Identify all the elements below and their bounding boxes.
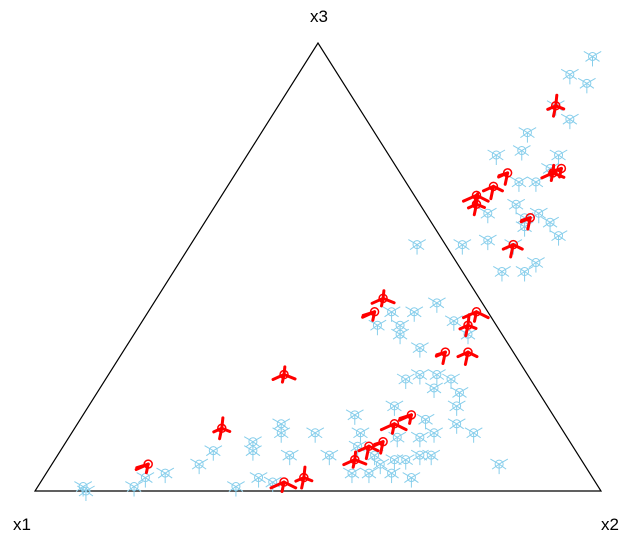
blue-star-glyph (583, 51, 602, 67)
blue-star-glyph (306, 427, 325, 443)
red-star-glyph (379, 419, 408, 435)
blue-star-glyph (410, 369, 429, 385)
blue-star-glyph (385, 400, 404, 416)
blue-star-glyph (416, 413, 435, 430)
blue-star-glyph (512, 145, 531, 161)
blue-star-glyph (447, 400, 466, 416)
blue-star-glyph (526, 257, 545, 273)
red-star-glyph (271, 365, 297, 384)
blue-star-glyph (243, 445, 262, 461)
blue-star-glyph (493, 266, 511, 282)
glyph-layer (74, 51, 602, 501)
blue-star-glyph (515, 266, 534, 282)
blue-star-glyph (541, 216, 560, 233)
red-star-glyph (481, 181, 504, 201)
blue-star-glyph (272, 418, 291, 434)
vertex-label-x3: x3 (310, 7, 328, 26)
blue-star-glyph (487, 149, 506, 165)
blue-star-glyph (368, 319, 387, 336)
red-star-glyph (372, 436, 388, 455)
blue-star-glyph (425, 427, 443, 443)
blue-star-glyph (405, 306, 424, 322)
red-star-glyph (466, 192, 486, 217)
red-star-glyph (456, 347, 479, 366)
blue-star-glyph (136, 472, 155, 488)
blue-star-glyph (444, 315, 463, 331)
red-star-glyph (547, 163, 567, 179)
red-star-glyph (397, 410, 417, 425)
blue-star-glyph (549, 230, 568, 246)
blue-star-glyph (478, 234, 497, 251)
red-star-glyph (458, 313, 478, 338)
red-star-glyph (134, 459, 153, 475)
blue-star-glyph (490, 458, 509, 475)
blue-star-glyph (249, 472, 268, 488)
blue-star-glyph (408, 239, 426, 255)
blue-star-glyph (351, 427, 370, 443)
red-star-glyph (357, 441, 380, 461)
blue-star-glyph (156, 467, 175, 484)
red-star-glyph (294, 465, 314, 490)
vertex-label-x2: x2 (601, 515, 619, 534)
blue-star-glyph (243, 436, 262, 452)
blue-star-glyph (74, 481, 93, 497)
triangle-frame (33, 41, 603, 492)
blue-star-glyph (382, 467, 401, 484)
red-star-glyph (361, 307, 380, 322)
blue-star-glyph (427, 369, 446, 385)
red-star-glyph (434, 347, 451, 366)
blue-star-glyph (425, 382, 443, 398)
blue-star-glyph (410, 342, 429, 358)
vertex-label-x1: x1 (13, 515, 31, 534)
red-star-glyph (212, 416, 232, 441)
blue-star-glyph (402, 472, 421, 488)
blue-star-glyph (478, 207, 497, 224)
blue-star-glyph (391, 328, 410, 345)
blue-star-glyph (509, 176, 528, 192)
blue-star-glyph (442, 373, 460, 389)
blue-star-glyph (280, 449, 299, 466)
blue-star-glyph (272, 427, 291, 443)
blue-star-glyph (396, 373, 415, 389)
blue-star-glyph (560, 68, 579, 85)
blue-star-glyph (391, 319, 410, 336)
red-star-glyph (546, 93, 566, 118)
blue-star-glyph (371, 458, 390, 475)
red-star-glyph (519, 212, 535, 231)
blue-star-glyph (464, 427, 483, 443)
blue-star-glyph (190, 458, 209, 475)
blue-star-glyph (507, 198, 526, 215)
blue-star-glyph (450, 387, 469, 403)
blue-star-glyph (204, 445, 223, 461)
red-star-glyph (269, 477, 298, 494)
blue-star-glyph (320, 449, 339, 466)
blue-star-glyph (359, 467, 378, 484)
blue-star-glyph (382, 306, 401, 322)
red-star-glyph (501, 239, 524, 259)
blue-star-glyph (427, 297, 446, 313)
blue-star-glyph (345, 409, 364, 425)
blue-star-glyph (388, 431, 407, 448)
blue-star-glyph (515, 221, 534, 237)
red-star-glyph (342, 450, 368, 469)
blue-star-glyph (343, 467, 361, 484)
blue-star-glyph (453, 239, 472, 255)
blue-star-glyph (529, 207, 548, 224)
blue-star-glyph (410, 431, 429, 448)
blue-star-glyph (125, 481, 143, 497)
blue-star-glyph (422, 449, 441, 466)
blue-star-glyph (549, 149, 568, 165)
blue-star-glyph (226, 481, 245, 497)
blue-star-glyph (577, 77, 596, 94)
red-star-glyph (497, 168, 513, 186)
blue-star-glyph (348, 440, 367, 457)
blue-star-glyph (526, 176, 545, 192)
blue-star-glyph (447, 418, 466, 434)
blue-star-glyph (396, 454, 415, 470)
blue-star-glyph (518, 127, 537, 143)
red-star-glyph (370, 289, 396, 308)
blue-star-glyph (560, 113, 579, 130)
